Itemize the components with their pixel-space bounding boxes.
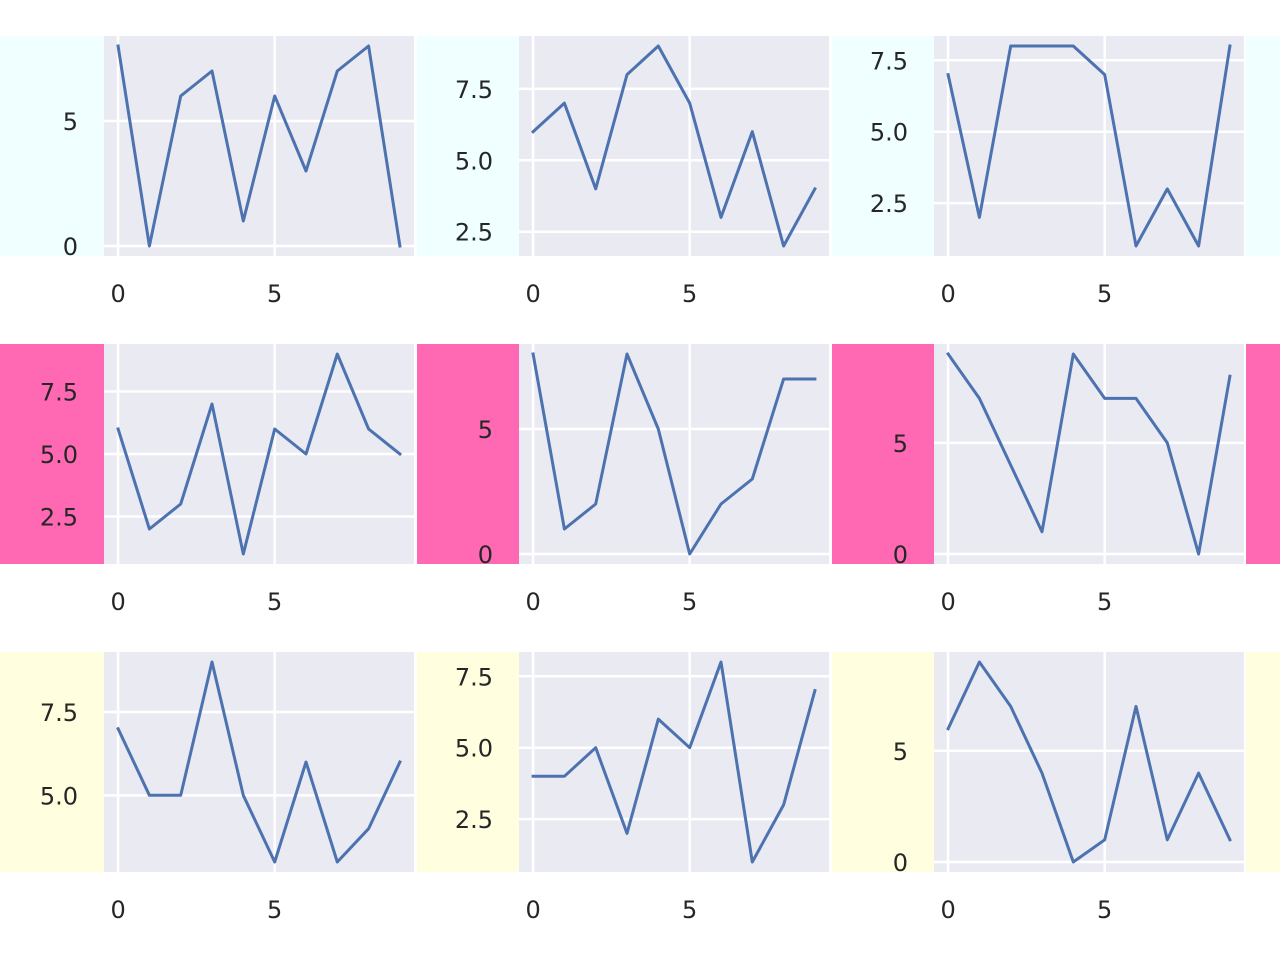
series-line bbox=[946, 660, 1232, 864]
x-tick-label: 5 bbox=[1097, 896, 1112, 924]
subplot-5: 0 5 0 5 bbox=[478, 344, 829, 616]
plot-area bbox=[104, 36, 414, 256]
series-line bbox=[531, 660, 817, 864]
row-band-2-2 bbox=[832, 652, 934, 872]
series-line bbox=[116, 352, 403, 556]
y-tick-label: 5.0 bbox=[455, 735, 493, 763]
x-tick-label: 5 bbox=[267, 588, 282, 616]
x-tick-label: 0 bbox=[940, 280, 955, 308]
x-tick-label: 0 bbox=[110, 588, 125, 616]
y-tick-label: 2.5 bbox=[870, 190, 908, 218]
x-tick-label: 5 bbox=[682, 588, 697, 616]
plot-area bbox=[104, 652, 414, 872]
y-tick-label: 5.0 bbox=[870, 119, 908, 147]
x-tick-label: 0 bbox=[110, 280, 125, 308]
row-band-0-2 bbox=[832, 36, 934, 256]
series-line bbox=[116, 44, 402, 248]
y-tick-label: 5.0 bbox=[40, 441, 78, 469]
x-tick-label: 0 bbox=[110, 896, 125, 924]
y-tick-label: 7.5 bbox=[870, 47, 908, 75]
row-band-1-2 bbox=[832, 344, 934, 564]
row-band-2-3 bbox=[1246, 652, 1280, 872]
plot-area bbox=[934, 652, 1244, 872]
x-tick-label: 5 bbox=[682, 896, 697, 924]
y-tick-label: 5.0 bbox=[455, 147, 493, 175]
series-line bbox=[530, 44, 817, 248]
row-band-2-0 bbox=[0, 652, 104, 872]
y-tick-label: 0 bbox=[63, 233, 78, 261]
x-tick-label: 0 bbox=[525, 280, 540, 308]
x-tick-label: 5 bbox=[1097, 280, 1112, 308]
y-tick-label: 2.5 bbox=[455, 806, 493, 834]
subplot-3: 0 5 2.5 5.0 7.5 bbox=[870, 36, 1244, 308]
y-tick-label: 7.5 bbox=[455, 76, 493, 104]
y-tick-label: 5 bbox=[893, 738, 908, 766]
subplot-1: 0 5 0 5 bbox=[63, 36, 414, 308]
y-tick-label: 7.5 bbox=[40, 379, 78, 407]
series-line bbox=[116, 660, 402, 864]
y-tick-label: 5 bbox=[893, 430, 908, 458]
subplot-6: 0 5 0 5 bbox=[893, 344, 1244, 616]
y-tick-label: 0 bbox=[893, 849, 908, 877]
x-tick-label: 5 bbox=[682, 280, 697, 308]
row-band-1-1 bbox=[417, 344, 519, 564]
subplot-8: 0 5 2.5 5.0 7.5 bbox=[455, 652, 829, 924]
subplot-4: 0 5 2.5 5.0 7.5 bbox=[40, 344, 414, 616]
y-tick-label: 2.5 bbox=[455, 219, 493, 247]
x-tick-label: 5 bbox=[267, 280, 282, 308]
y-tick-label: 5 bbox=[63, 108, 78, 136]
plot-area bbox=[519, 652, 829, 872]
row-band-0-3 bbox=[1246, 36, 1280, 256]
x-tick-label: 0 bbox=[525, 896, 540, 924]
y-tick-label: 5 bbox=[478, 416, 493, 444]
series-line bbox=[531, 352, 817, 556]
x-tick-label: 5 bbox=[267, 896, 282, 924]
y-tick-label: 7.5 bbox=[40, 699, 78, 727]
series-line bbox=[946, 351, 1232, 556]
row-band-0-0 bbox=[0, 36, 104, 256]
y-tick-label: 0 bbox=[478, 541, 493, 569]
plot-area bbox=[934, 36, 1244, 256]
row-band-1-3 bbox=[1246, 344, 1280, 564]
x-tick-label: 0 bbox=[940, 896, 955, 924]
y-tick-label: 7.5 bbox=[455, 663, 493, 691]
y-tick-label: 5.0 bbox=[40, 782, 78, 810]
row-band-1-0 bbox=[0, 344, 104, 564]
row-band-2-1 bbox=[417, 652, 519, 872]
x-tick-label: 0 bbox=[525, 588, 540, 616]
series-line bbox=[946, 44, 1232, 248]
y-tick-label: 2.5 bbox=[40, 504, 78, 532]
subplot-9: 0 5 0 5 bbox=[893, 652, 1244, 924]
row-band-0-1 bbox=[417, 36, 519, 256]
x-tick-label: 5 bbox=[1097, 588, 1112, 616]
subplot-7: 0 5 5.0 7.5 bbox=[40, 652, 414, 924]
x-tick-label: 0 bbox=[940, 588, 955, 616]
plot-area bbox=[519, 344, 829, 564]
y-tick-label: 0 bbox=[893, 541, 908, 569]
subplot-2: 0 5 2.5 5.0 7.5 bbox=[455, 36, 829, 308]
plot-area bbox=[519, 36, 829, 256]
